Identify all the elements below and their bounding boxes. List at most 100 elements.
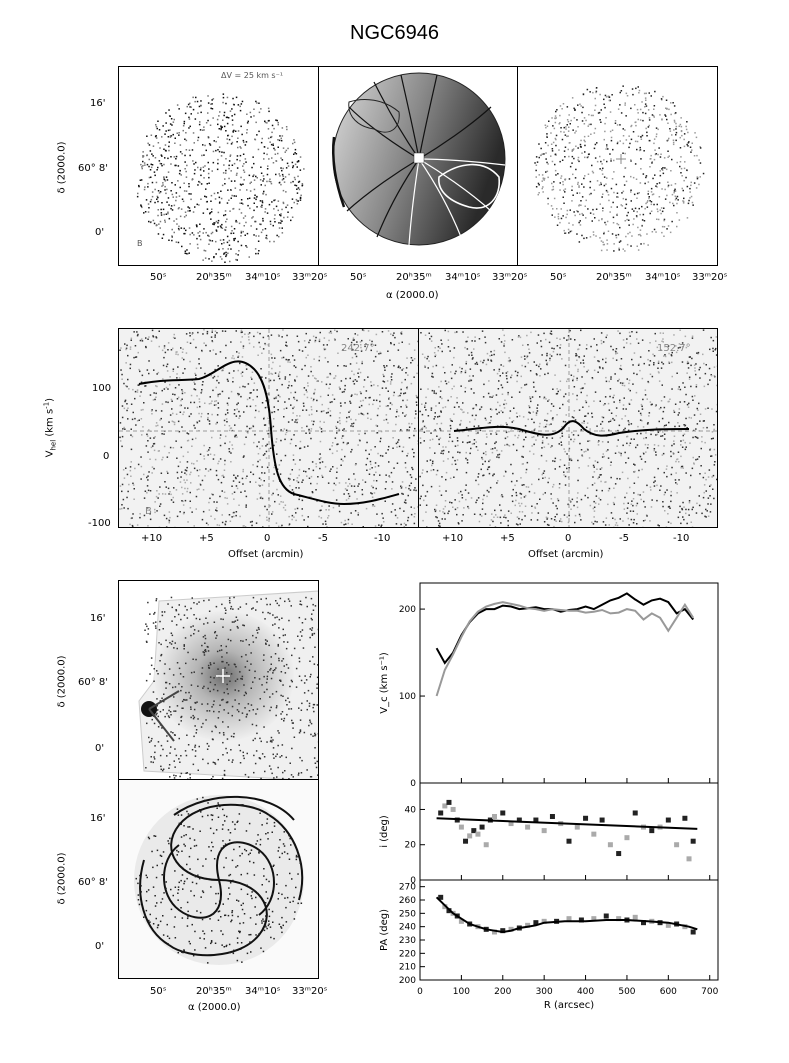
hi-overlay-map xyxy=(134,795,304,965)
position-angle-point xyxy=(632,914,638,920)
position-angle-point xyxy=(649,918,655,924)
inclination-point xyxy=(641,824,646,830)
pv-right-x-axis-label: Offset (arcmin) xyxy=(528,549,604,560)
mom-ra-tick-c3: 34ᵐ10ˢ xyxy=(645,272,681,283)
pv-right-xtick-5: -10 xyxy=(673,533,690,544)
opt-dec-axis-label-top: δ (2000.0) xyxy=(56,655,68,708)
pv-ytick-100: 100 xyxy=(92,383,112,394)
inclination-point xyxy=(450,806,456,812)
rotation-curve-approaching xyxy=(435,592,694,665)
pv-left-xtick-5: -10 xyxy=(374,533,391,544)
inclination-point xyxy=(483,842,489,848)
pv-left-xtick-4: -5 xyxy=(318,533,328,544)
rotation-curve-ylabel: V_c (km s⁻¹) xyxy=(379,652,390,714)
rotation-curve-frame xyxy=(419,582,719,784)
velocity-field xyxy=(331,72,506,246)
inclination-point xyxy=(682,815,688,821)
opt-dec-axis-label-bot: δ (2000.0) xyxy=(56,852,68,905)
pv-left-xtick-2: +5 xyxy=(199,533,214,544)
pv-left-x-axis-label: Offset (arcmin) xyxy=(228,549,304,560)
mom-ra-tick-b1: 50ˢ xyxy=(350,272,367,283)
pv-ytick-0: 0 xyxy=(103,451,110,462)
rotation-curve-ytick-label: 100 xyxy=(399,692,416,702)
pv-ytick-m100: -100 xyxy=(88,518,111,529)
pv-right-panel: 152.7° xyxy=(418,328,718,528)
inclination-point xyxy=(533,817,539,823)
opt-dec-tick-0-top: 0' xyxy=(95,743,105,754)
inclination-point xyxy=(649,828,655,834)
pv-left-xtick-1: +10 xyxy=(141,533,163,544)
position-angle-point xyxy=(475,924,481,930)
opt-ra-tick-3: 34ᵐ10ˢ xyxy=(245,986,281,997)
inclination-point xyxy=(471,828,477,834)
inclination-point xyxy=(674,842,680,848)
radius-xtick-label: 0 xyxy=(417,987,423,997)
pv-right-xtick-4: -5 xyxy=(619,533,629,544)
inclination-point xyxy=(492,814,497,820)
position-angle-ytick-label: 250 xyxy=(399,909,416,919)
pv-right-curve xyxy=(453,420,690,437)
inclination-point xyxy=(446,799,452,805)
inclination-point xyxy=(463,838,469,844)
position-angle-point xyxy=(525,922,531,928)
pv-right-angle: 152.7° xyxy=(657,343,691,354)
position-angle-point xyxy=(450,910,456,916)
position-angle-point xyxy=(483,926,489,932)
position-angle-point xyxy=(541,918,547,924)
opt-ra-tick-2: 20ʰ35ᵐ xyxy=(196,986,232,997)
position-angle-point xyxy=(591,916,597,922)
position-angle-point xyxy=(657,920,663,926)
inclination-point xyxy=(487,817,493,823)
radius-xtick-label: 400 xyxy=(577,987,594,997)
position-angle-ytick-label: 220 xyxy=(399,949,416,959)
inclination-point xyxy=(516,817,522,823)
inclination-ytick-label: 40 xyxy=(405,805,417,815)
inclination-point xyxy=(599,817,605,823)
position-angle-ylabel: PA (deg) xyxy=(379,909,390,951)
position-angle-point xyxy=(516,925,522,931)
mom-dec-tick-0: 0' xyxy=(95,227,105,238)
radius-xtick-label: 500 xyxy=(618,987,635,997)
beam-mark: B xyxy=(137,239,143,248)
radius-xtick-label: 200 xyxy=(494,987,511,997)
opt-ra-axis-label: α (2000.0) xyxy=(188,1002,241,1013)
position-angle-point xyxy=(438,894,444,900)
delta-v-annotation: ΔV = 25 km s⁻¹ xyxy=(221,71,284,80)
mom-ra-tick-a1: 50ˢ xyxy=(150,272,167,283)
position-angle-point xyxy=(603,913,609,919)
position-angle-point xyxy=(690,929,696,935)
position-angle-point xyxy=(458,918,464,924)
mom-ra-tick-c4: 33ᵐ20ˢ xyxy=(692,272,728,283)
pv-left-panel: 242.7° B xyxy=(118,328,419,528)
mom-ra-axis-label: α (2000.0) xyxy=(386,290,439,301)
position-angle-point xyxy=(665,922,671,928)
inclination-point xyxy=(574,824,580,830)
inclination-point xyxy=(549,814,555,820)
pv-left-xtick-3: 0 xyxy=(264,533,271,544)
position-angle-ytick-label: 210 xyxy=(399,963,416,973)
position-angle-point xyxy=(467,921,473,927)
position-angle-ytick-label: 240 xyxy=(399,923,416,933)
pv-right-xtick-1: +10 xyxy=(442,533,464,544)
inclination-point xyxy=(616,851,622,857)
inclination-point xyxy=(665,817,671,823)
rotation-curve-receding xyxy=(435,601,695,697)
inclination-point xyxy=(583,815,589,821)
position-angle-point xyxy=(554,918,560,924)
radius-xtick-label: 300 xyxy=(536,987,553,997)
rotation-curve-ytick-label: 200 xyxy=(399,605,416,615)
opt-dec-tick-8-top: 60° 8' xyxy=(78,677,109,688)
position-angle-point xyxy=(508,926,514,932)
velocity-field-panel xyxy=(318,66,518,266)
hi-overlay-panel xyxy=(118,779,319,979)
optical-image xyxy=(138,590,318,779)
opt-ra-tick-4: 33ᵐ20ˢ xyxy=(292,986,328,997)
position-angle-point xyxy=(533,920,539,926)
figure-title: NGC6946 xyxy=(350,22,439,44)
pv-beam-mark: B xyxy=(145,506,152,517)
radius-xlabel: R (arcsec) xyxy=(544,1000,594,1011)
opt-ra-tick-1: 50ˢ xyxy=(150,986,167,997)
inclination-point xyxy=(479,824,485,830)
inclination-point xyxy=(467,833,473,839)
mom-ra-tick-a3: 34ᵐ10ˢ xyxy=(245,272,281,283)
